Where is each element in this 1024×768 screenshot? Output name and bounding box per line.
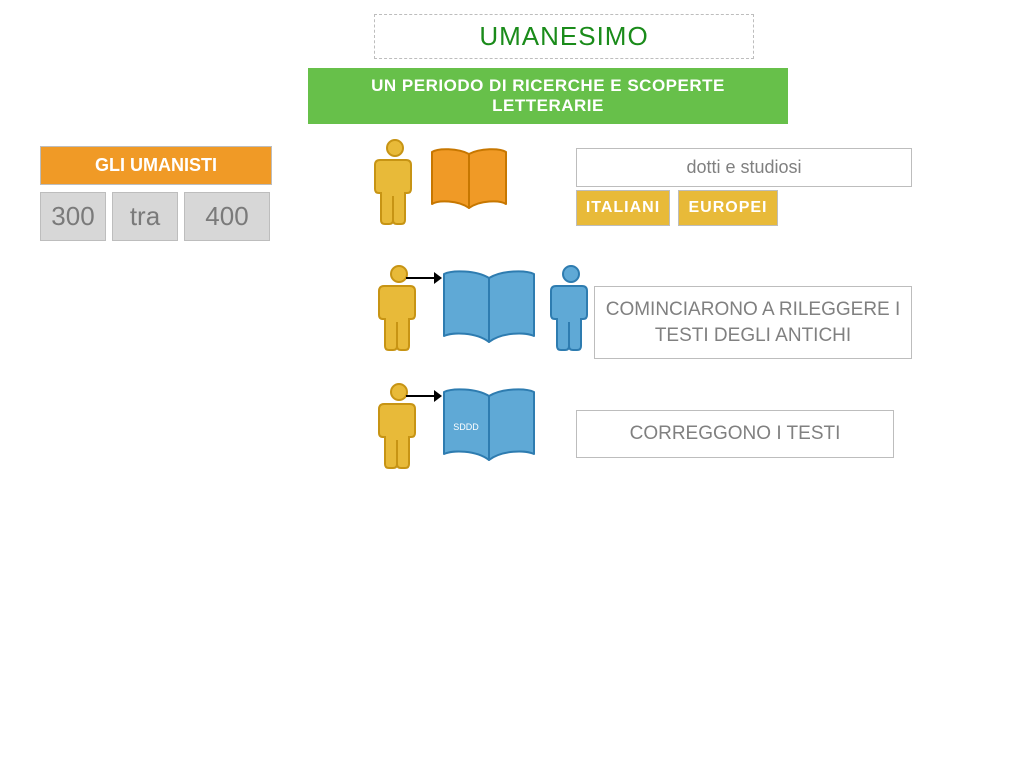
date-end: 400	[205, 201, 248, 231]
date-start: 300	[51, 201, 94, 231]
row1-tag2-text: EUROPEI	[688, 199, 767, 216]
row1-info-text: dotti e studiosi	[686, 157, 801, 177]
row2-text: COMINCIARONO A RILEGGERE I TESTI DEGLI A…	[606, 299, 901, 346]
row1-tag1-text: ITALIANI	[586, 199, 660, 216]
date-start-box: 300	[40, 192, 106, 241]
row3-book-icon: SDDD	[440, 388, 538, 466]
row2-text-box: COMINCIARONO A RILEGGERE I TESTI DEGLI A…	[594, 286, 912, 359]
row3-book-text: SDDD	[453, 422, 479, 432]
title-box: UMANESIMO	[374, 14, 754, 59]
row1-info-box: dotti e studiosi	[576, 148, 912, 187]
title-text: UMANESIMO	[479, 21, 648, 51]
row1-tag2-box: EUROPEI	[678, 190, 778, 226]
row1-man-icon	[370, 138, 420, 226]
row3-text: CORREGGONO I TESTI	[630, 423, 841, 444]
row2-arrow-icon	[404, 270, 444, 286]
date-mid-box: tra	[112, 192, 178, 241]
date-mid: tra	[130, 201, 160, 231]
subtitle-text: UN PERIODO DI RICERCHE E SCOPERTE LETTER…	[371, 76, 725, 115]
row3-arrow-icon	[404, 388, 444, 404]
row1-book-icon	[428, 148, 510, 214]
date-end-box: 400	[184, 192, 270, 241]
subtitle-box: UN PERIODO DI RICERCHE E SCOPERTE LETTER…	[308, 68, 788, 124]
row2-book-icon	[440, 270, 538, 348]
row1-tag1-box: ITALIANI	[576, 190, 670, 226]
left-heading-box: GLI UMANISTI	[40, 146, 272, 185]
row2-man2-icon	[546, 264, 596, 352]
row3-text-box: CORREGGONO I TESTI	[576, 410, 894, 458]
left-heading-text: GLI UMANISTI	[95, 155, 217, 175]
